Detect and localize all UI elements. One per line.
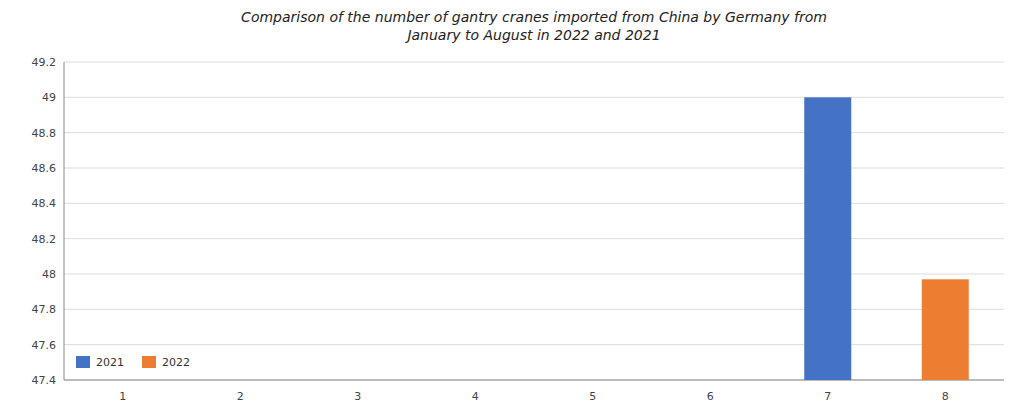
x-tick-label: 7 (824, 390, 831, 403)
grid-line (64, 309, 1004, 310)
grid-line (64, 238, 1004, 239)
grid (64, 62, 1004, 380)
x-tick-label: 1 (119, 390, 126, 403)
legend-label: 2021 (96, 356, 124, 369)
grid-line (64, 203, 1004, 204)
y-tick-label: 47.6 (32, 339, 57, 352)
x-tick-label: 8 (942, 390, 949, 403)
grid-line (64, 274, 1004, 275)
x-tick-label: 3 (354, 390, 361, 403)
y-tick-label: 47.8 (32, 303, 57, 316)
title-line: January to August in 2022 and 2021 (404, 27, 660, 43)
bars (804, 97, 969, 380)
bar (804, 97, 851, 380)
x-axis-line (64, 380, 1004, 381)
y-tick-label: 48.4 (32, 197, 57, 210)
legend-swatch (142, 356, 156, 368)
y-tick-label: 48.2 (32, 233, 57, 246)
bar (922, 279, 969, 380)
legend-label: 2022 (162, 356, 190, 369)
x-tick-label: 2 (237, 390, 244, 403)
grid-line (64, 132, 1004, 133)
y-axis-line (64, 62, 65, 380)
y-tick-label: 48.8 (32, 127, 57, 140)
chart-title: Comparison of the number of gantry crane… (241, 9, 827, 43)
y-tick-label: 48.6 (32, 162, 57, 175)
chart-svg: Comparison of the number of gantry crane… (0, 0, 1024, 416)
y-tick-label: 49 (42, 91, 56, 104)
grid-line (64, 62, 1004, 63)
grid-line (64, 344, 1004, 345)
x-tick-label: 4 (472, 390, 479, 403)
title-line: Comparison of the number of gantry crane… (241, 9, 827, 25)
grid-line (64, 97, 1004, 98)
legend-swatch (76, 356, 90, 368)
y-tick-label: 49.2 (32, 56, 57, 69)
x-tick-label: 5 (589, 390, 596, 403)
chart-container: Comparison of the number of gantry crane… (0, 0, 1024, 416)
grid-line (64, 380, 1004, 381)
y-tick-label: 48 (42, 268, 56, 281)
grid-line (64, 168, 1004, 169)
legend: 2021 2022 (76, 356, 190, 369)
y-tick-label: 47.4 (32, 374, 57, 387)
x-tick-label: 6 (707, 390, 714, 403)
